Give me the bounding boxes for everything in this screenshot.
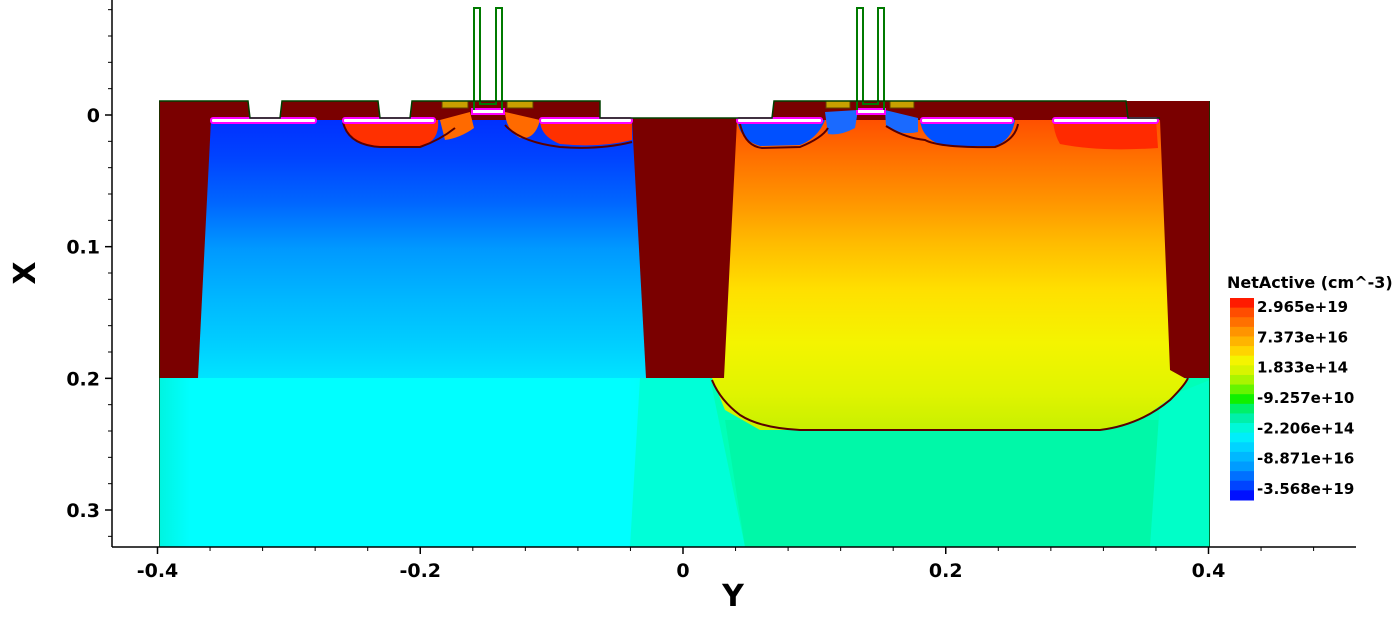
silicide-contacts [210, 108, 1159, 124]
y-axis-title: X [8, 261, 43, 284]
device-structure [159, 7, 1210, 547]
colorbar-label: -9.257e+10 [1257, 389, 1354, 407]
left-junction-line [342, 121, 633, 149]
right-junction-line [739, 123, 1019, 150]
colorbar-label: -2.206e+14 [1257, 419, 1354, 437]
nwell-region [198, 120, 646, 378]
left-pplus-2 [540, 120, 632, 146]
colorbar-swatch [1230, 451, 1254, 463]
x-axis-title: Y [721, 579, 745, 614]
x-axis: -0.4 -0.2 0 0.2 0.4 [112, 546, 1356, 582]
colorbar-swatch [1230, 336, 1254, 347]
colorbar-swatch [1230, 374, 1254, 386]
colorbar-swatch [1230, 394, 1254, 405]
colorbar-swatch [1230, 365, 1254, 376]
right-nplus-2 [920, 120, 1015, 146]
colorbar-swatch [1230, 471, 1254, 482]
substrate-left [159, 378, 683, 547]
colorbar-swatch [1230, 490, 1254, 501]
colorbar-swatch [1230, 355, 1254, 366]
right-gate-region-2 [885, 110, 918, 134]
colorbar-swatch [1230, 317, 1254, 328]
right-gate-region [825, 110, 858, 135]
gate-outlines [473, 7, 885, 110]
colorbar-label: -3.568e+19 [1257, 480, 1354, 498]
colorbar-label: -8.871e+16 [1257, 450, 1354, 468]
right-nplus-1 [737, 120, 825, 146]
colorbar-legend: NetActive (cm^-3) 2.965e+19 7.373e+16 1.83… [1227, 273, 1393, 501]
substrate-right-band [725, 420, 1160, 547]
colorbar-swatches [1230, 298, 1254, 501]
colorbar-swatch [1230, 346, 1254, 357]
right-pplus-1 [1053, 120, 1158, 150]
y-tick-label: 0.2 [66, 368, 100, 390]
colorbar-label: 7.373e+16 [1257, 328, 1348, 346]
substrate-right-edge [1150, 380, 1210, 547]
colorbar-swatch [1230, 480, 1254, 491]
x-tick-label: 0.4 [1192, 560, 1226, 582]
colorbar-swatch [1230, 403, 1254, 414]
y-tick-label: 0 [87, 105, 100, 127]
x-tick-label: 0.2 [929, 560, 963, 582]
y-axis: 0 0.1 0.2 0.3 [66, 0, 113, 547]
x-tick-label: 0 [676, 560, 689, 582]
y-tick-label: 0.1 [66, 237, 100, 259]
pwell-region [712, 120, 1188, 430]
colorbar-swatch [1230, 307, 1254, 318]
substrate-transition [630, 378, 745, 547]
x-tick-label: -0.2 [399, 560, 441, 582]
colorbar-title: NetActive (cm^-3) [1227, 273, 1393, 292]
colorbar-swatch [1230, 432, 1254, 443]
colorbar-swatch [1230, 423, 1254, 434]
colorbar-swatch [1230, 461, 1254, 472]
colorbar-label: 1.833e+14 [1257, 359, 1348, 377]
x-tick-label: -0.4 [137, 560, 179, 582]
gate-spacers [441, 100, 915, 109]
y-tick-label: 0.3 [66, 500, 100, 522]
colorbar-swatch [1230, 326, 1254, 337]
colorbar-labels: 2.965e+19 7.373e+16 1.833e+14 -9.257e+10 -2.… [1257, 298, 1354, 498]
colorbar-swatch [1230, 298, 1254, 309]
colorbar-swatch [1230, 442, 1254, 453]
pwell-bottom-line [711, 377, 1189, 431]
oxide-top-outline [159, 100, 1210, 547]
left-pplus-1 [343, 120, 439, 146]
colorbar-swatch [1230, 384, 1254, 395]
colorbar-swatch [1230, 413, 1254, 424]
colorbar-label: 2.965e+19 [1257, 298, 1348, 316]
